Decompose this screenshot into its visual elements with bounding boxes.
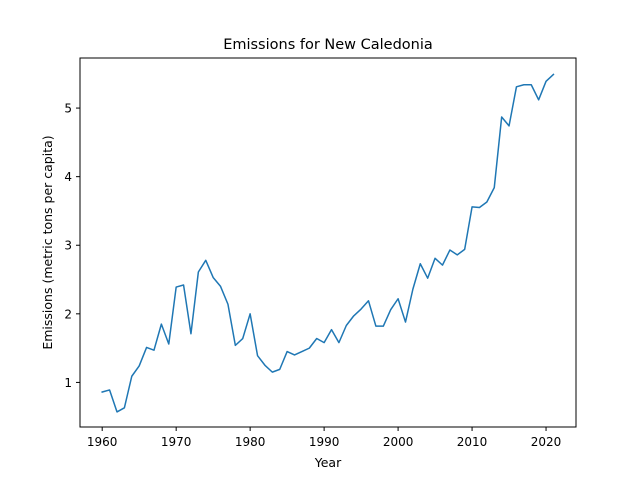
plot-frame <box>79 57 577 428</box>
y-axis-label: Emissions (metric tons per capita) <box>40 135 55 349</box>
x-tick-label: 1970 <box>161 435 192 449</box>
chart-title: Emissions for New Caledonia <box>223 37 433 53</box>
emissions-series-line <box>101 73 555 413</box>
x-tick-label: 2010 <box>457 435 488 449</box>
x-tick-label: 1960 <box>87 435 118 449</box>
plot-area <box>79 57 577 428</box>
x-tick-label: 2020 <box>531 435 562 449</box>
x-tick-label: 2000 <box>383 435 414 449</box>
x-axis-label: Year <box>314 455 342 470</box>
x-tick-label: 1990 <box>309 435 340 449</box>
y-axis-ticks: 1 2 3 4 5 <box>64 102 80 390</box>
x-axis-ticks: 1960 1970 1980 1990 2000 2010 2020 <box>87 427 561 449</box>
y-tick-label: 1 <box>64 376 72 390</box>
y-tick-label: 2 <box>64 307 72 321</box>
y-tick-label: 3 <box>64 239 72 253</box>
x-tick-label: 1980 <box>235 435 266 449</box>
y-tick-label: 4 <box>64 170 72 184</box>
y-tick-label: 5 <box>64 102 72 116</box>
